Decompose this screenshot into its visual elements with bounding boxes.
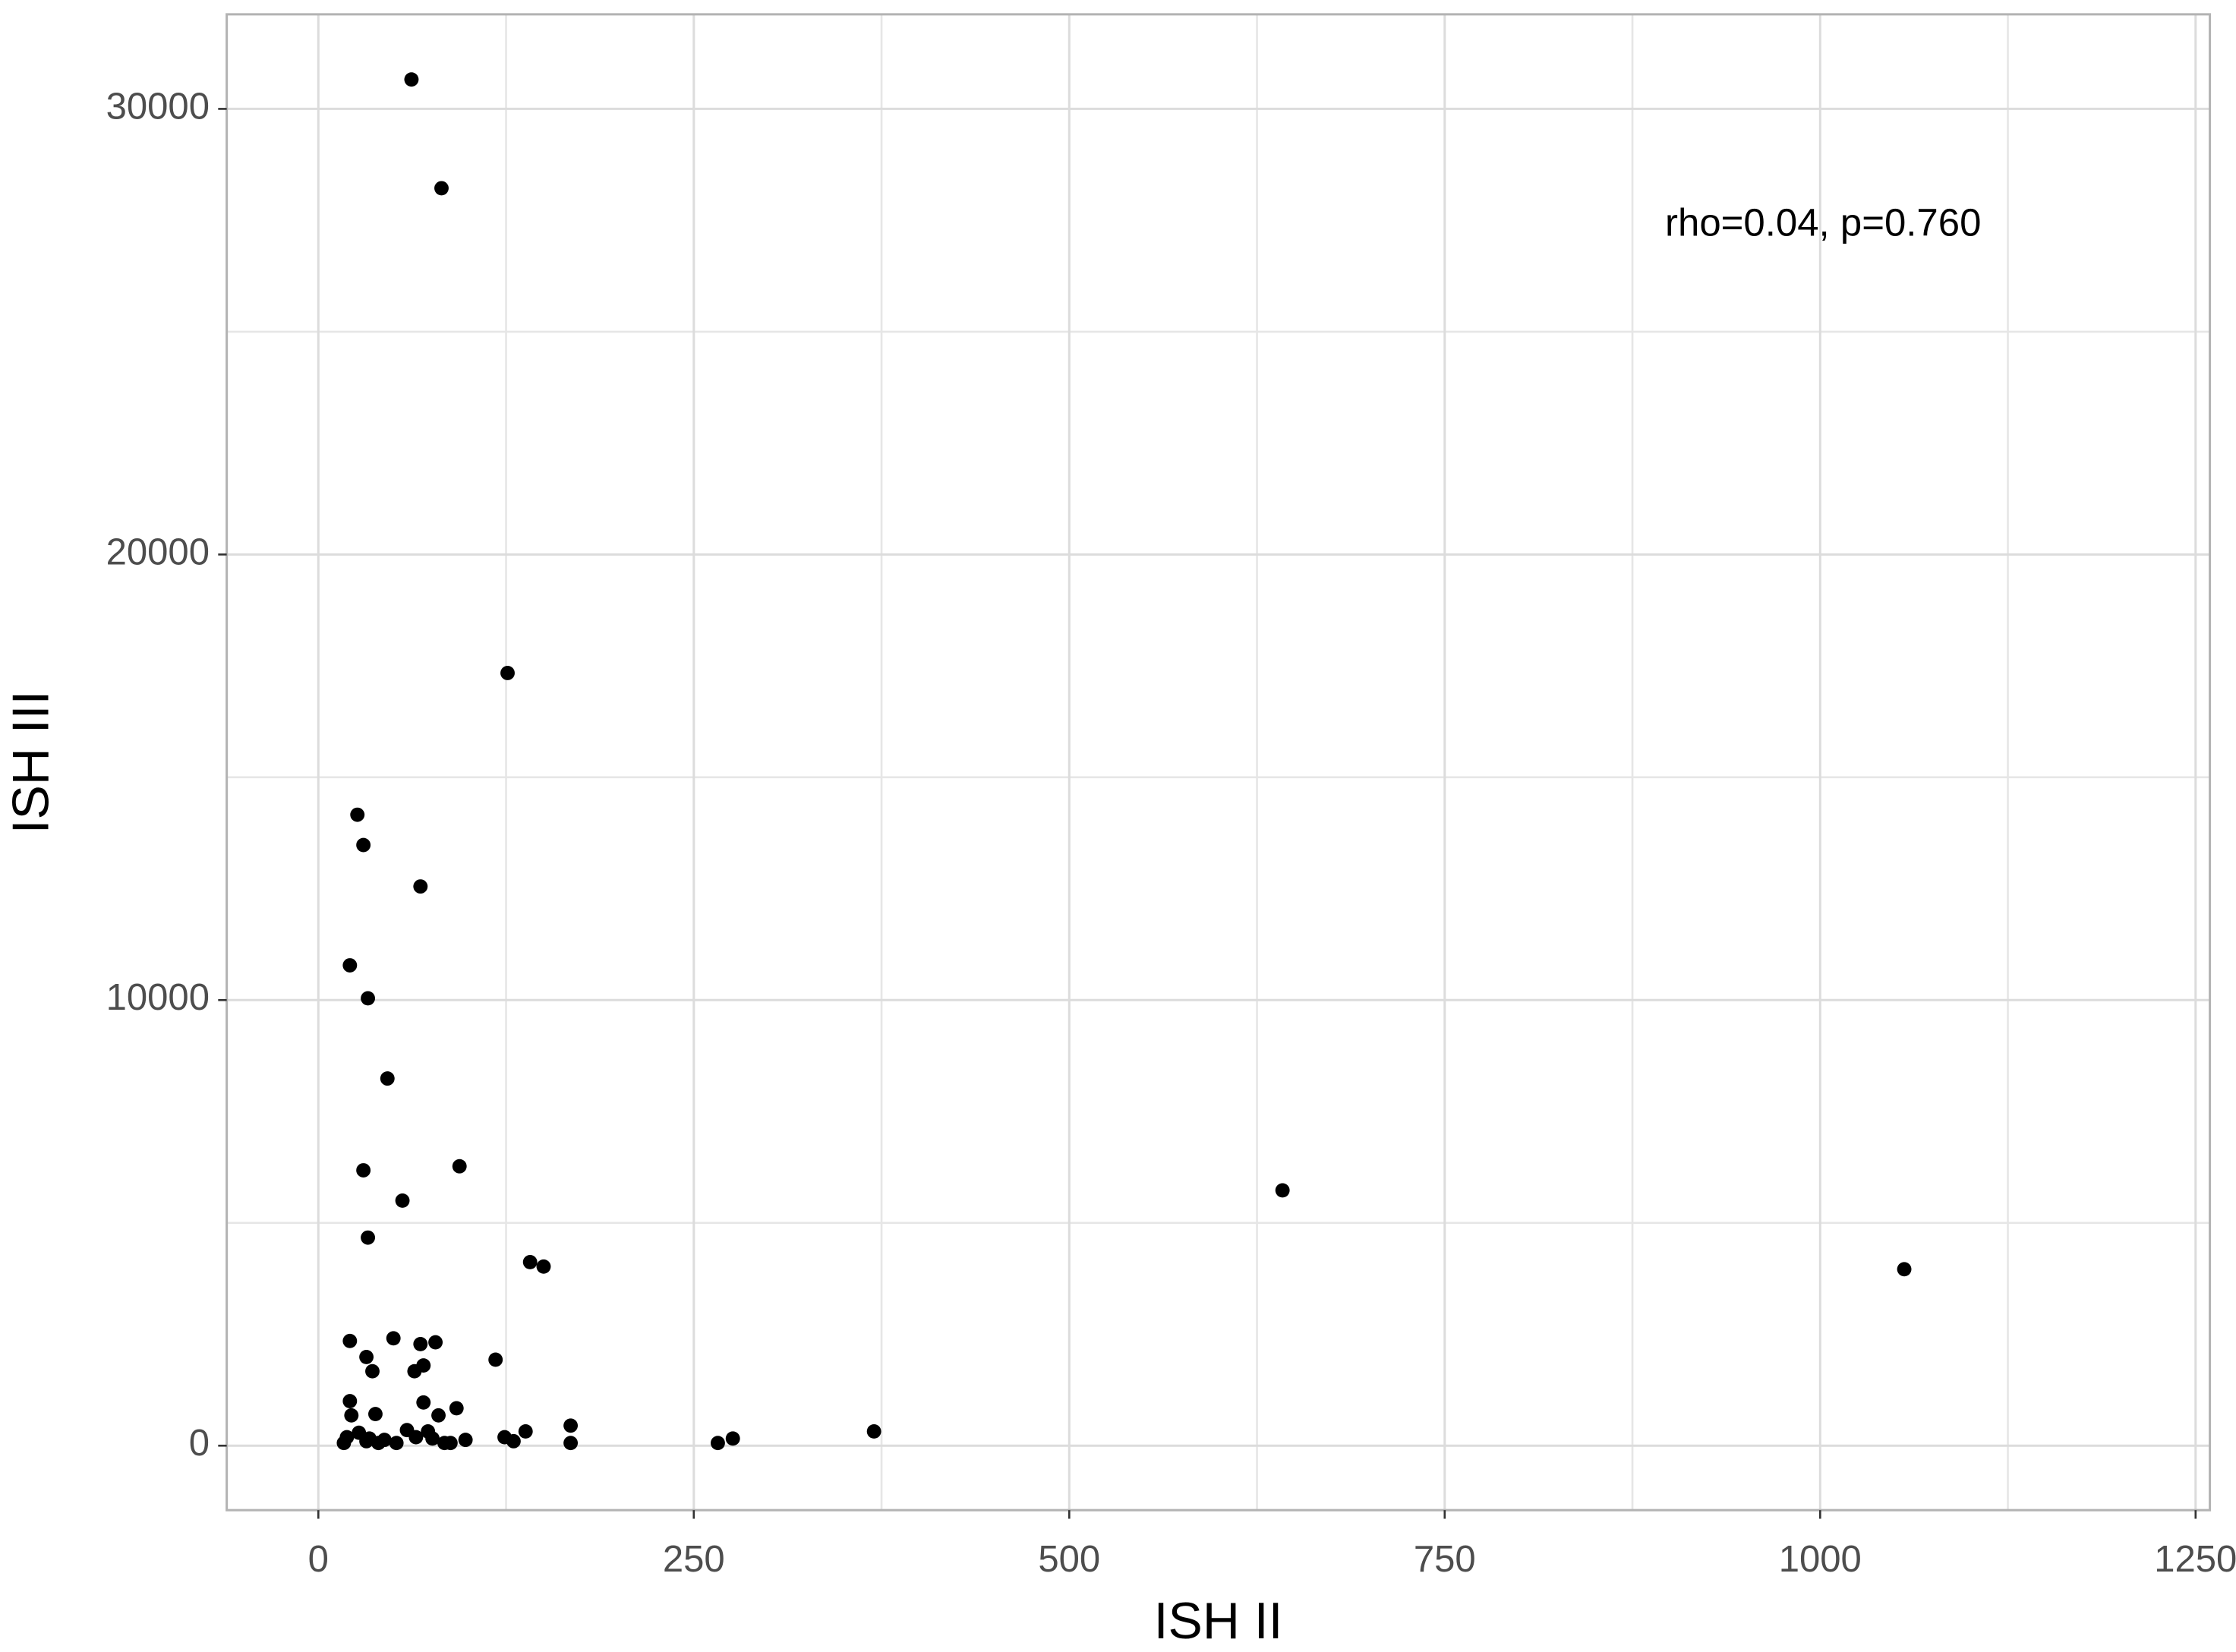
- x-tick-label: 250: [663, 1539, 725, 1580]
- point: [404, 72, 419, 87]
- point: [365, 1364, 380, 1379]
- point: [425, 1431, 440, 1446]
- point: [416, 1395, 431, 1410]
- point: [458, 1433, 473, 1448]
- point: [371, 1436, 386, 1451]
- point: [725, 1431, 740, 1446]
- point: [361, 1230, 375, 1245]
- point: [350, 807, 365, 822]
- x-tick-label: 750: [1414, 1539, 1476, 1580]
- point: [443, 1436, 458, 1451]
- point: [522, 1254, 538, 1269]
- point: [431, 1408, 446, 1423]
- point: [413, 1336, 428, 1351]
- point: [428, 1335, 443, 1350]
- x-tick-label: 0: [308, 1539, 329, 1580]
- point: [336, 1436, 352, 1451]
- x-tick-label: 1000: [1779, 1539, 1862, 1580]
- point: [380, 1071, 395, 1086]
- point: [563, 1418, 579, 1433]
- point: [536, 1259, 551, 1274]
- grid: [226, 14, 2210, 1511]
- y-tick-label: 20000: [106, 531, 210, 572]
- point: [452, 1159, 467, 1174]
- y-tick-label: 10000: [106, 977, 210, 1018]
- point: [359, 1349, 374, 1364]
- point: [866, 1424, 881, 1439]
- point: [342, 1394, 358, 1408]
- y-tick-label: 30000: [106, 86, 210, 127]
- point: [361, 991, 375, 1006]
- point: [500, 666, 515, 680]
- point: [413, 879, 428, 894]
- point: [563, 1436, 579, 1451]
- point: [389, 1436, 404, 1451]
- point: [356, 1163, 371, 1178]
- y-tick-label: 0: [189, 1423, 210, 1464]
- point: [1897, 1262, 1912, 1277]
- point: [711, 1436, 725, 1451]
- points: [336, 72, 1912, 1451]
- point: [342, 1333, 358, 1348]
- point: [1275, 1183, 1290, 1198]
- x-tick-label: 1250: [2154, 1539, 2236, 1580]
- point: [408, 1430, 424, 1445]
- point: [386, 1331, 401, 1346]
- point: [506, 1433, 521, 1449]
- point: [359, 1433, 374, 1449]
- point: [488, 1352, 503, 1367]
- point: [344, 1408, 359, 1423]
- y-axis-title: ISH III: [2, 691, 60, 834]
- point: [368, 1407, 383, 1421]
- point: [434, 181, 449, 196]
- x-tick-label: 500: [1038, 1539, 1100, 1580]
- point: [518, 1424, 533, 1439]
- annotation: rho=0.04, p=0.760: [1665, 201, 1981, 244]
- point: [449, 1401, 464, 1416]
- panel-border: [225, 13, 2212, 1512]
- x-axis-title: ISH II: [1154, 1592, 1283, 1650]
- point: [395, 1193, 410, 1208]
- point: [407, 1364, 422, 1379]
- labels: 0 250 500 750 1000 1250 0 10000 20000 30000 rho=0.…: [106, 86, 2236, 1580]
- point: [342, 958, 358, 973]
- point: [356, 837, 371, 853]
